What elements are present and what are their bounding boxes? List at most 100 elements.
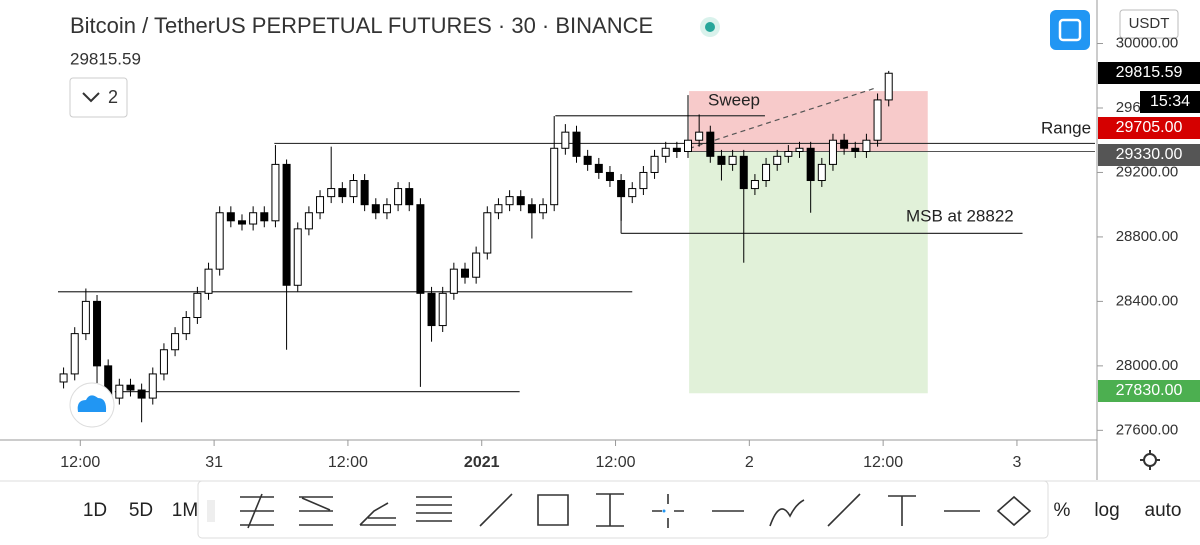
candle-body — [171, 333, 180, 351]
x-tick-label: 31 — [205, 454, 223, 471]
candle-body — [427, 292, 436, 327]
candle-body — [784, 151, 793, 157]
candle-body — [628, 188, 637, 198]
x-tick-label: 12:00 — [596, 454, 636, 471]
x-tick-label: 12:00 — [328, 454, 368, 471]
y-tick-label: 30000.00 — [1116, 34, 1179, 51]
x-tick-label: 12:00 — [60, 454, 100, 471]
candle-body — [204, 268, 213, 294]
tool-icon[interactable] — [416, 496, 452, 522]
range-label: Range — [1041, 118, 1091, 137]
candle-body — [639, 171, 648, 190]
candle-body — [717, 155, 726, 165]
candle-body — [438, 292, 447, 327]
candle-body — [806, 147, 815, 182]
tool-icon[interactable] — [827, 493, 861, 527]
candle-body — [215, 212, 224, 270]
candle-body — [282, 163, 291, 286]
collapse-button[interactable] — [69, 77, 128, 118]
tool-icon[interactable] — [359, 502, 396, 526]
x-tick-label: 2021 — [464, 454, 500, 471]
candle-body — [706, 131, 715, 157]
candle-body — [81, 300, 90, 335]
last-price: 29815.59 — [70, 49, 141, 68]
candle-body — [237, 220, 246, 225]
tool-icon[interactable] — [240, 493, 274, 529]
candle-body — [304, 212, 313, 230]
tool-icon[interactable] — [996, 495, 1032, 527]
msb-label: MSB at 28822 — [906, 206, 1014, 225]
fullscreen-button[interactable] — [1050, 10, 1090, 50]
candle-body — [159, 349, 168, 375]
tool-icon[interactable] — [888, 495, 916, 526]
candle-body — [338, 188, 347, 198]
scale-button[interactable]: auto — [1145, 500, 1182, 521]
plot-area: Sweep MSB at 28822 — [58, 70, 1095, 426]
tool-icon[interactable] — [652, 494, 684, 528]
interval-count: 2 — [108, 87, 118, 107]
candle-body — [862, 139, 871, 153]
candle-body — [271, 163, 280, 222]
tool-icon[interactable] — [596, 493, 624, 527]
candle-body — [405, 188, 414, 206]
range-button[interactable]: 1M — [172, 500, 198, 521]
candle-body — [416, 204, 425, 294]
crosshair-dot — [662, 509, 666, 513]
price-badge-label: 29705.00 — [1116, 119, 1183, 136]
candle-body — [572, 131, 581, 157]
candle-body — [293, 228, 302, 286]
candle-body — [750, 180, 759, 190]
fullscreen-icon — [1058, 18, 1082, 42]
candle-body — [550, 147, 559, 206]
candle-body — [684, 139, 693, 153]
scale-button[interactable]: % — [1054, 500, 1071, 521]
candle-body — [360, 180, 369, 206]
candle-body — [137, 389, 146, 399]
candle-body — [583, 155, 592, 165]
candle-body — [460, 268, 469, 278]
tool-icon[interactable] — [299, 496, 333, 526]
tool-icon[interactable] — [537, 494, 569, 526]
candle-body — [182, 317, 191, 335]
x-tick-label: 12:00 — [863, 454, 903, 471]
candle-body — [193, 292, 202, 319]
x-tick-label: 2 — [745, 454, 754, 471]
candle-body — [561, 131, 570, 149]
candle-body — [728, 155, 737, 165]
candle-body — [650, 155, 659, 173]
price-badge — [1098, 380, 1200, 402]
candle-body — [449, 268, 458, 294]
tool-icon[interactable] — [479, 493, 513, 527]
price-badge — [1098, 62, 1200, 84]
currency-box[interactable] — [1119, 9, 1179, 39]
y-tick-label: 28800.00 — [1116, 228, 1179, 245]
toolbar-grip — [207, 500, 215, 522]
stop-zone — [689, 91, 928, 152]
candle-body — [483, 212, 492, 254]
candle-body — [795, 147, 804, 153]
candle-body — [226, 212, 235, 222]
candle-body — [527, 204, 536, 214]
candle-body — [115, 384, 124, 399]
chart-title: Bitcoin / TetherUS PERPETUAL FUTURES · 3… — [70, 13, 653, 38]
candle-body — [349, 180, 358, 198]
price-badge-label: 27830.00 — [1116, 382, 1183, 399]
candle-body — [472, 252, 481, 278]
candle-body — [840, 139, 849, 149]
candle-body — [762, 163, 771, 182]
y-tick-label: 29200.00 — [1116, 163, 1179, 180]
logo-icon — [77, 395, 107, 412]
price-badge-label: 29330.00 — [1116, 146, 1183, 163]
candle-body — [605, 171, 614, 182]
candle-body — [371, 204, 380, 214]
range-button[interactable]: 5D — [129, 500, 153, 521]
scale-button[interactable]: log — [1094, 500, 1119, 521]
candle-body — [382, 204, 391, 214]
chevron-icon — [82, 92, 100, 103]
range-button[interactable]: 1D — [83, 500, 107, 521]
tool-icon[interactable] — [769, 499, 805, 527]
candle-body — [70, 333, 79, 375]
candle-body — [494, 204, 503, 214]
